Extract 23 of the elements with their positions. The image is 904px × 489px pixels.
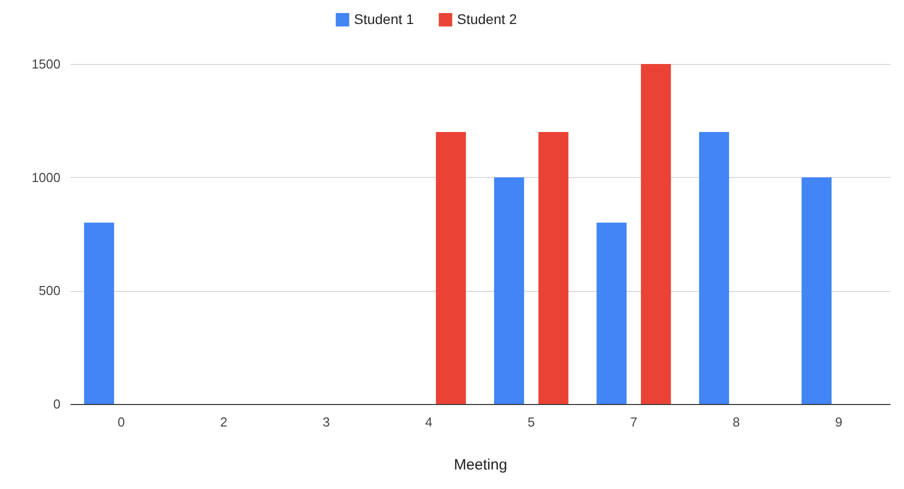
x-axis-title: Meeting <box>454 456 508 474</box>
y-tick-label: 1000 <box>32 170 60 185</box>
bar <box>596 222 627 404</box>
bar <box>436 132 466 404</box>
bar <box>802 177 832 404</box>
bar <box>640 64 671 404</box>
x-tick-label: 3 <box>322 414 330 430</box>
x-tick-label: 9 <box>835 414 842 430</box>
x-tick-label: 5 <box>528 414 535 430</box>
y-tick-label: 500 <box>38 283 60 298</box>
legend-label: Student 1 <box>354 10 414 27</box>
x-tick-label: 8 <box>732 414 740 430</box>
x-tick-label: 0 <box>118 414 125 430</box>
bar <box>538 132 568 404</box>
x-tick-label: 4 <box>425 414 432 430</box>
bar <box>494 177 524 404</box>
x-tick-label: 2 <box>220 414 228 430</box>
bar <box>84 222 114 404</box>
x-tick-label: 7 <box>630 414 638 430</box>
y-tick-label: 0 <box>53 396 60 412</box>
bar <box>699 132 730 404</box>
y-tick-label: 1500 <box>32 56 60 72</box>
legend-label: Student 2 <box>457 10 518 27</box>
